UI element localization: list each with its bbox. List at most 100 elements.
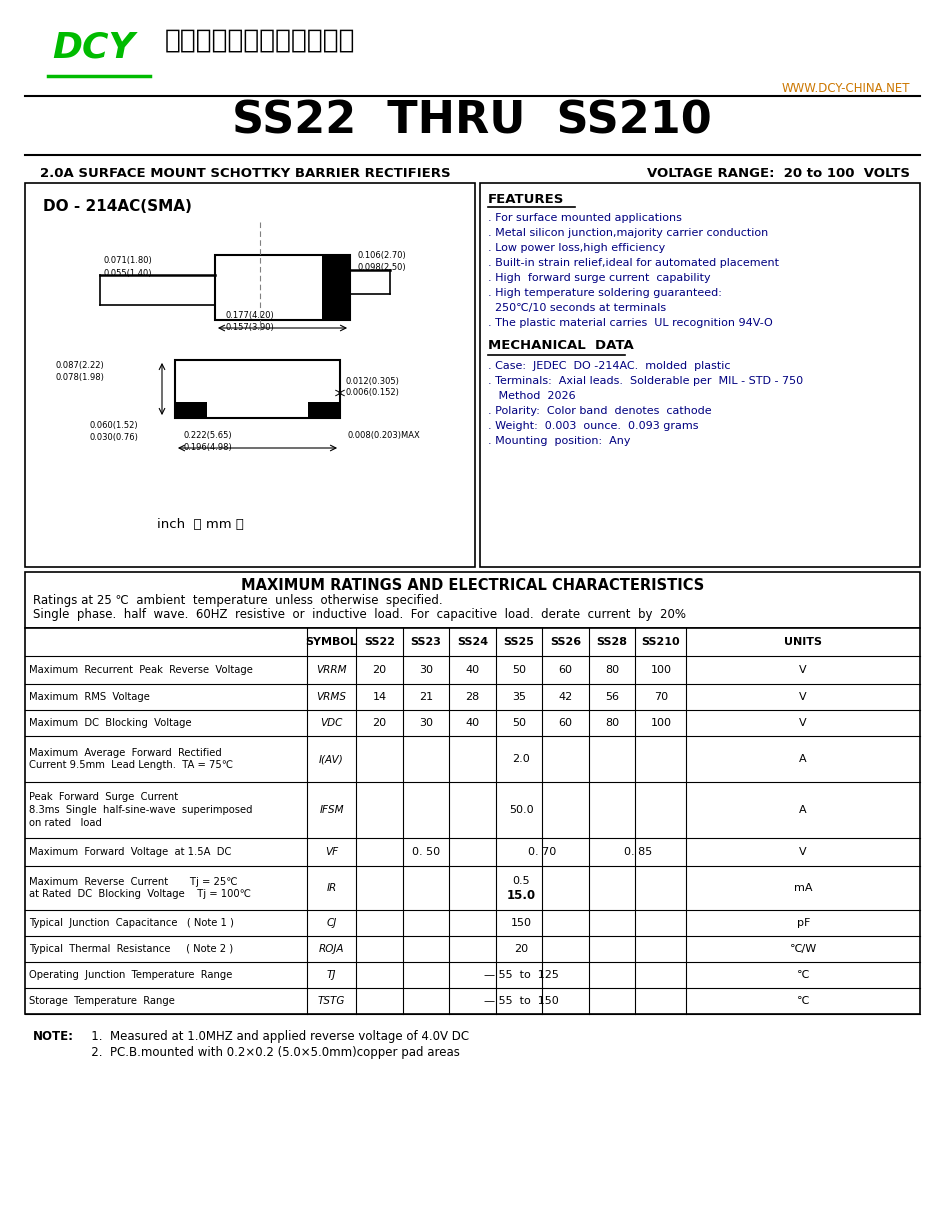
Bar — [308, 402, 340, 418]
Bar — [322, 256, 349, 320]
Text: 0.222(5.65): 0.222(5.65) — [183, 430, 231, 440]
Text: 80: 80 — [604, 665, 618, 675]
Text: . Mounting  position:  Any: . Mounting position: Any — [487, 437, 630, 446]
Text: 60: 60 — [558, 718, 572, 728]
Text: ℃/W: ℃/W — [789, 944, 816, 954]
Text: 40: 40 — [465, 718, 479, 728]
Text: 50: 50 — [512, 718, 526, 728]
Text: VRRM: VRRM — [316, 665, 346, 675]
Bar — [175, 402, 207, 418]
Text: VOLTAGE RANGE:  20 to 100  VOLTS: VOLTAGE RANGE: 20 to 100 VOLTS — [647, 168, 909, 180]
Text: 0.071(1.80): 0.071(1.80) — [103, 256, 152, 265]
Text: pF: pF — [796, 918, 809, 928]
Text: 42: 42 — [558, 692, 572, 702]
Text: 80: 80 — [604, 718, 618, 728]
Text: . Case:  JEDEC  DO -214AC.  molded  plastic: . Case: JEDEC DO -214AC. molded plastic — [487, 361, 730, 371]
Text: 20: 20 — [514, 944, 528, 954]
Text: . Terminals:  Axial leads.  Solderable per  MIL - STD - 750: . Terminals: Axial leads. Solderable per… — [487, 375, 802, 386]
Text: 0.106(2.70): 0.106(2.70) — [357, 251, 405, 260]
Text: SYMBOL: SYMBOL — [305, 637, 357, 647]
Text: Method  2026: Method 2026 — [487, 391, 575, 401]
Text: A: A — [799, 755, 806, 764]
Text: 0.098(2.50): 0.098(2.50) — [357, 263, 405, 272]
Text: 250℃/10 seconds at terminals: 250℃/10 seconds at terminals — [487, 303, 666, 313]
Text: 0. 50: 0. 50 — [412, 848, 440, 857]
Text: SS22: SS22 — [363, 637, 395, 647]
Text: ROJA: ROJA — [318, 944, 344, 954]
Text: V: V — [799, 718, 806, 728]
Text: NOTE:: NOTE: — [33, 1030, 74, 1043]
Text: 20: 20 — [372, 718, 386, 728]
Text: I(AV): I(AV) — [319, 755, 344, 764]
Text: Maximum  RMS  Voltage: Maximum RMS Voltage — [29, 692, 150, 702]
Text: DCY: DCY — [52, 31, 134, 64]
Text: VF: VF — [325, 848, 338, 857]
Text: Ratings at 25 ℃  ambient  temperature  unless  otherwise  specified.: Ratings at 25 ℃ ambient temperature unle… — [33, 594, 442, 607]
Text: SS26: SS26 — [549, 637, 581, 647]
Text: 56: 56 — [604, 692, 618, 702]
Text: TJ: TJ — [327, 970, 336, 980]
Text: SS23: SS23 — [410, 637, 441, 647]
Text: 50.0: 50.0 — [509, 805, 533, 815]
Text: WWW.DCY-CHINA.NET: WWW.DCY-CHINA.NET — [781, 82, 909, 95]
Text: . For surface mounted applications: . For surface mounted applications — [487, 213, 682, 223]
Text: V: V — [799, 692, 806, 702]
Text: 0.177(4.20): 0.177(4.20) — [225, 311, 274, 320]
Text: 2.0A SURFACE MOUNT SCHOTTKY BARRIER RECTIFIERS: 2.0A SURFACE MOUNT SCHOTTKY BARRIER RECT… — [40, 168, 450, 180]
Text: 70: 70 — [653, 692, 667, 702]
Bar — [25, 572, 919, 627]
Text: 30: 30 — [418, 718, 432, 728]
Text: 0. 70: 0. 70 — [528, 848, 556, 857]
Text: 0.078(1.98): 0.078(1.98) — [55, 373, 104, 382]
Text: Operating  Junction  Temperature  Range: Operating Junction Temperature Range — [29, 970, 232, 980]
Text: Maximum  Average  Forward  Rectified
Current 9.5mm  Lead Length.  TA = 75℃: Maximum Average Forward Rectified Curren… — [29, 747, 233, 770]
Text: TSTG: TSTG — [317, 996, 345, 1007]
Text: 2.  PC.B.mounted with 0.2×0.2 (5.0×5.0mm)copper pad areas: 2. PC.B.mounted with 0.2×0.2 (5.0×5.0mm)… — [80, 1046, 460, 1059]
Text: SS210: SS210 — [641, 637, 680, 647]
Text: 0.030(0.76): 0.030(0.76) — [90, 433, 139, 442]
Text: 0.055(1.40): 0.055(1.40) — [103, 269, 151, 278]
Text: 150: 150 — [511, 918, 531, 928]
Text: Peak  Forward  Surge  Current
8.3ms  Single  half-sine-wave  superimposed
on rat: Peak Forward Surge Current 8.3ms Single … — [29, 793, 252, 828]
Text: VRMS: VRMS — [316, 692, 346, 702]
Text: . Built-in strain relief,ideal for automated placement: . Built-in strain relief,ideal for autom… — [487, 258, 778, 268]
Text: 14: 14 — [372, 692, 386, 702]
Text: 0.5: 0.5 — [512, 876, 530, 885]
Text: 0.006(0.152): 0.006(0.152) — [345, 388, 398, 397]
Text: . High  forward surge current  capability: . High forward surge current capability — [487, 273, 710, 283]
Text: 20: 20 — [372, 665, 386, 675]
Text: IFSM: IFSM — [319, 805, 344, 815]
Text: 100: 100 — [649, 665, 670, 675]
Text: SS28: SS28 — [596, 637, 627, 647]
Text: ℃: ℃ — [796, 970, 809, 980]
Text: mA: mA — [793, 883, 812, 893]
Text: . Weight:  0.003  ounce.  0.093 grams: . Weight: 0.003 ounce. 0.093 grams — [487, 421, 698, 430]
Text: . The plastic material carries  UL recognition 94V-O: . The plastic material carries UL recogn… — [487, 318, 772, 328]
Text: V: V — [799, 848, 806, 857]
Text: 0.157(3.90): 0.157(3.90) — [225, 323, 274, 331]
Text: 1.  Measured at 1.0MHZ and applied reverse voltage of 4.0V DC: 1. Measured at 1.0MHZ and applied revers… — [80, 1030, 468, 1043]
Bar — [480, 183, 919, 567]
Bar — [25, 627, 919, 1014]
Text: MAXIMUM RATINGS AND ELECTRICAL CHARACTERISTICS: MAXIMUM RATINGS AND ELECTRICAL CHARACTER… — [241, 578, 703, 593]
Text: UNITS: UNITS — [784, 637, 821, 647]
Text: Maximum  Forward  Voltage  at 1.5A  DC: Maximum Forward Voltage at 1.5A DC — [29, 848, 231, 857]
Text: 0.012(0.305): 0.012(0.305) — [345, 377, 398, 386]
Text: . High temperature soldering guaranteed:: . High temperature soldering guaranteed: — [487, 287, 721, 298]
Text: . Metal silicon junction,majority carrier conduction: . Metal silicon junction,majority carrie… — [487, 227, 767, 238]
Text: VDC: VDC — [320, 718, 343, 728]
Text: 0.196(4.98): 0.196(4.98) — [183, 443, 231, 453]
Bar — [175, 360, 340, 418]
Text: 100: 100 — [649, 718, 670, 728]
Text: inch  （ mm ）: inch （ mm ） — [157, 519, 244, 531]
Text: A: A — [799, 805, 806, 815]
Text: 21: 21 — [418, 692, 432, 702]
Text: SS22  THRU  SS210: SS22 THRU SS210 — [232, 100, 711, 143]
Bar — [215, 256, 349, 320]
Text: FEATURES: FEATURES — [487, 193, 564, 205]
Text: 30: 30 — [418, 665, 432, 675]
Text: 28: 28 — [464, 692, 480, 702]
Text: Maximum  Reverse  Current       Tj = 25℃
at Rated  DC  Blocking  Voltage    Tj =: Maximum Reverse Current Tj = 25℃ at Rate… — [29, 877, 250, 899]
Text: — 55  to  125: — 55 to 125 — [483, 970, 558, 980]
Text: Single  phase.  half  wave.  60HZ  resistive  or  inductive  load.  For  capacit: Single phase. half wave. 60HZ resistive … — [33, 608, 685, 621]
